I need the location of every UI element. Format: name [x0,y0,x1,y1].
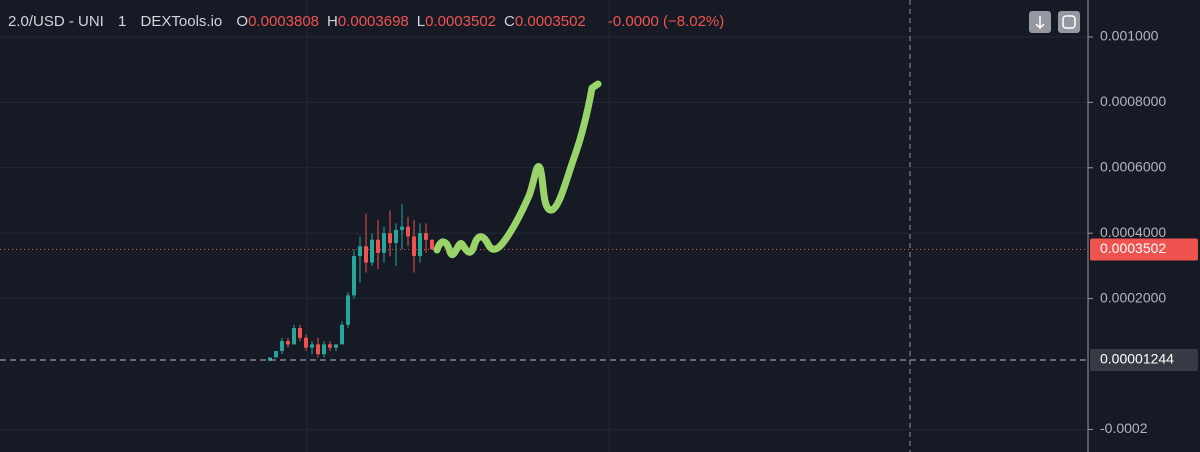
ohlc-value: 0.0003502 [425,13,496,30]
candle-body [406,226,410,237]
candle-body [334,344,338,348]
legend-header: 2.0/USD - UNI 1 DEXTools.io O0.0003808 H0… [8,13,732,30]
plot [0,36,1088,430]
candle-body [286,341,290,345]
candle-body [382,233,386,253]
ohlc: O0.0003808 H0.0003698 L0.0003502 C0.0003502 [236,13,593,30]
candle-body [376,239,380,253]
candle-body [292,328,296,345]
price-label: 0.0003502 [1100,240,1166,256]
price-label: 0.00001244 [1100,351,1174,367]
y-tick-label: 0.001000 [1100,28,1159,44]
ohlc-key: O [236,13,249,30]
candle-body [394,229,398,244]
candle-body [280,341,284,351]
candle-body [370,239,374,263]
candle-body [322,344,326,355]
change: -0.0000 (−8.02%) [607,13,725,30]
candle-body [346,295,350,325]
ohlc-key: C [504,13,515,30]
candle-body [340,324,344,345]
candle-body [412,236,416,257]
y-tick-label: 0.0008000 [1100,93,1166,109]
y-tick-label: 0.0006000 [1100,158,1166,174]
ohlc-key: L [416,13,426,30]
ohlc-value: 0.0003502 [514,13,586,30]
y-tick-label: 0.0002000 [1100,289,1166,305]
candle-body [364,246,368,263]
price-axis-labels: 0.0010000.00080000.00060000.00040000.000… [1088,28,1198,436]
candle-body [274,350,278,358]
symbol: 2.0/USD - UNI [8,13,104,30]
candle-body [268,357,272,361]
candle-body [358,246,362,257]
candle-body [424,233,428,240]
candle-body [310,344,314,348]
source: DEXTools.io [140,13,223,30]
candle-body [316,344,320,355]
ohlc-value: 0.0003698 [337,13,409,30]
candle-body [298,328,302,338]
candle-body [328,344,332,348]
candle-body [430,239,434,250]
price-axis [1088,0,1200,452]
y-tick-label: 0.0004000 [1100,224,1166,240]
fullscreen-button[interactable] [1058,11,1080,33]
ohlc-value: 0.0003808 [248,13,319,30]
icon [1062,15,1076,29]
price-label-box [1090,238,1198,261]
candle-body [304,337,308,348]
ohlc-key: H [327,13,338,30]
candle-body [418,233,422,257]
icon [1035,16,1045,30]
candle-body [400,226,404,230]
y-tick-label: -0.0002 [1100,420,1148,436]
candle-body [352,256,356,296]
price-label-box [1090,348,1198,371]
interval: 1 [118,13,127,30]
candle-body [388,233,392,244]
drawn-annotation [433,80,602,258]
